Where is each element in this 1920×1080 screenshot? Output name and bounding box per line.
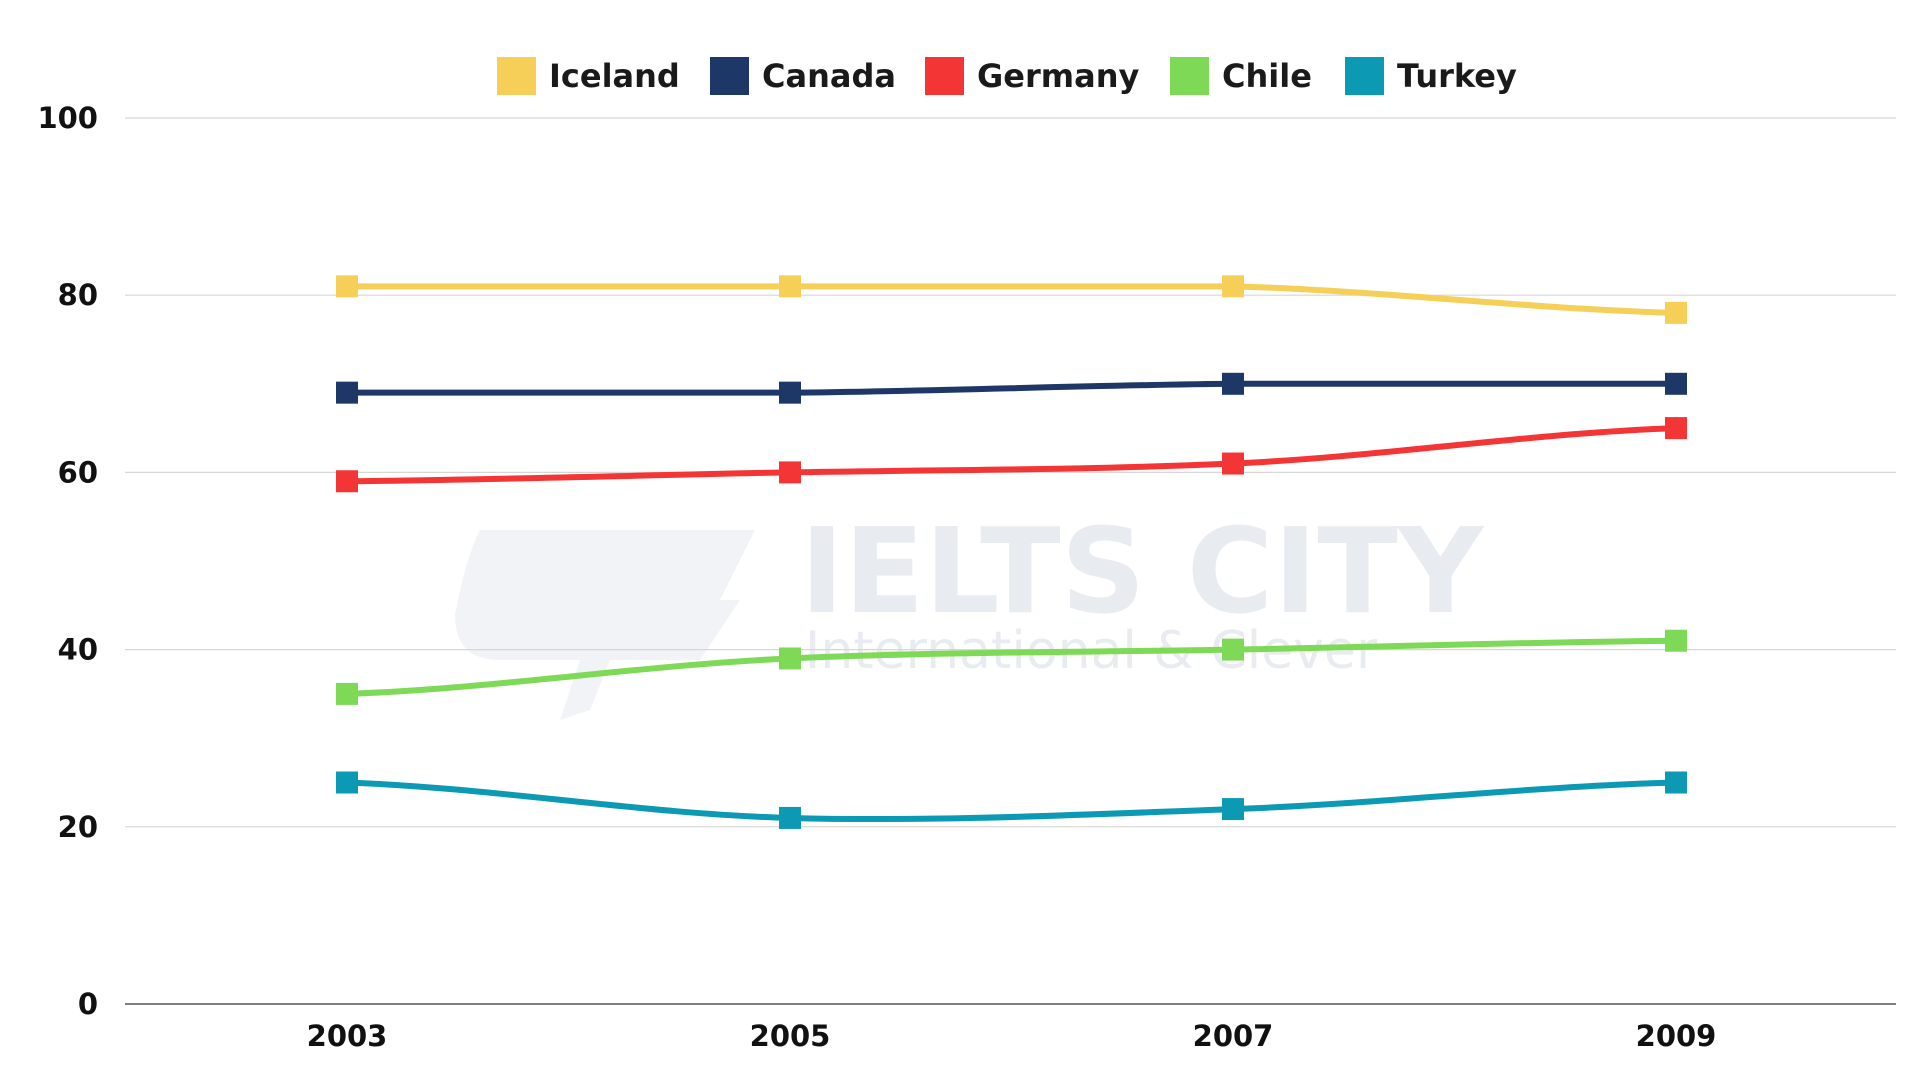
legend-swatch <box>1170 57 1209 95</box>
legend-item-germany: Germany <box>925 57 1139 95</box>
legend-label: Iceland <box>549 57 680 95</box>
data-point-chile <box>1665 629 1687 652</box>
data-point-germany <box>1665 417 1687 440</box>
x-tick-label: 2003 <box>307 1019 388 1053</box>
legend-label: Canada <box>762 57 896 95</box>
data-point-iceland <box>336 275 358 298</box>
watermark-logo: IELTS CITY International & Clever <box>455 502 1485 720</box>
watermark-title: IELTS CITY <box>800 502 1485 640</box>
legend-label: Germany <box>977 57 1139 95</box>
series-line-canada <box>344 380 1679 396</box>
data-point-canada <box>1665 372 1687 395</box>
data-point-germany <box>336 470 358 493</box>
legend-swatch <box>1345 57 1384 95</box>
y-tick-label: 40 <box>58 633 98 667</box>
x-tick-label: 2009 <box>1636 1019 1717 1053</box>
data-point-chile <box>779 647 801 670</box>
data-point-chile <box>1222 638 1244 661</box>
series-line-turkey <box>344 779 1679 823</box>
series-line-chile <box>344 637 1679 697</box>
data-point-canada <box>1222 372 1244 395</box>
data-point-chile <box>336 682 358 705</box>
data-point-turkey <box>336 771 358 794</box>
y-tick-label: 0 <box>78 987 98 1021</box>
legend-swatch <box>497 57 536 95</box>
legend-label: Chile <box>1222 57 1312 95</box>
series-line-germany <box>344 425 1679 485</box>
data-point-iceland <box>779 275 801 298</box>
y-tick-label: 60 <box>58 455 98 489</box>
x-tick-label: 2007 <box>1193 1019 1274 1053</box>
legend-swatch <box>710 57 749 95</box>
y-tick-label: 80 <box>58 278 98 312</box>
y-tick-label: 100 <box>37 101 98 135</box>
data-point-germany <box>1222 452 1244 475</box>
data-point-turkey <box>1222 798 1244 821</box>
legend-label: Turkey <box>1397 57 1517 95</box>
legend-item-iceland: Iceland <box>497 57 680 95</box>
data-point-germany <box>779 461 801 484</box>
y-tick-label: 20 <box>58 810 98 844</box>
legend-item-chile: Chile <box>1170 57 1312 95</box>
series-line-iceland <box>344 283 1679 316</box>
data-point-turkey <box>779 806 801 829</box>
legend-item-turkey: Turkey <box>1345 57 1517 95</box>
data-point-iceland <box>1222 275 1244 298</box>
x-tick-label: 2005 <box>750 1019 831 1053</box>
data-point-turkey <box>1665 771 1687 794</box>
data-point-iceland <box>1665 301 1687 324</box>
legend-swatch <box>925 57 964 95</box>
data-point-canada <box>336 381 358 404</box>
legend-item-canada: Canada <box>710 57 896 95</box>
data-point-canada <box>779 381 801 404</box>
